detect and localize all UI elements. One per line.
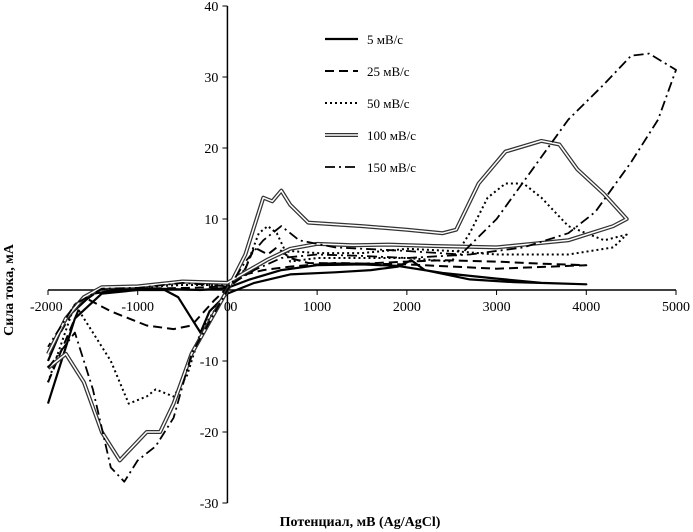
legend-label: 100 мВ/с [367,128,416,143]
series-group [46,52,677,483]
x-tick-label: 1000 [303,300,331,315]
series-line [47,52,677,483]
origin-label: 0 [230,300,237,315]
y-tick-label: 30 [204,71,218,86]
series-3 [47,182,628,405]
legend-label: 150 мВ/с [367,160,416,175]
series-line [47,182,628,405]
x-tick-label: 2000 [393,300,421,315]
x-tick-label: 4000 [572,300,600,315]
y-axis-title: Сила тока, мА [2,243,17,336]
y-tick-label: -10 [200,355,219,370]
axes: -2000 -1000 0 1000 2000 3000 4000 5000 -30 -20 -10… [30,0,690,512]
legend-item: 25 мВ/с [325,64,410,79]
y-tick-label: -20 [200,426,219,441]
y-tick-label: -30 [200,497,219,512]
legend-item: 150 мВ/с [325,160,416,175]
legend-label: 25 мВ/с [367,64,410,79]
series-5 [47,52,677,483]
series-1 [46,259,588,404]
series-line [46,259,588,404]
x-tick-label: -1000 [121,300,154,315]
legend: 5 мВ/с 25 мВ/с 50 мВ/с 100 мВ/с 150 мВ/с [325,32,416,175]
legend-label: 50 мВ/с [367,96,410,111]
series-4 [46,138,629,463]
x-tick-label: -2000 [30,300,63,315]
x-axis-title: Потенциал, мВ (Ag/AgCl) [280,515,441,530]
series-line [47,140,628,462]
x-tick-label: 5000 [662,300,690,315]
y-tick-label: 20 [204,142,218,157]
x-tick-label: 0 [224,300,231,315]
legend-item: 5 мВ/с [325,32,403,47]
y-tick-label: 40 [204,0,218,15]
legend-item: 50 мВ/с [325,96,410,111]
x-tick-label: 3000 [483,300,511,315]
legend-label: 5 мВ/с [367,32,403,47]
legend-item: 100 мВ/с [325,128,416,143]
y-tick-label: 10 [204,213,218,228]
